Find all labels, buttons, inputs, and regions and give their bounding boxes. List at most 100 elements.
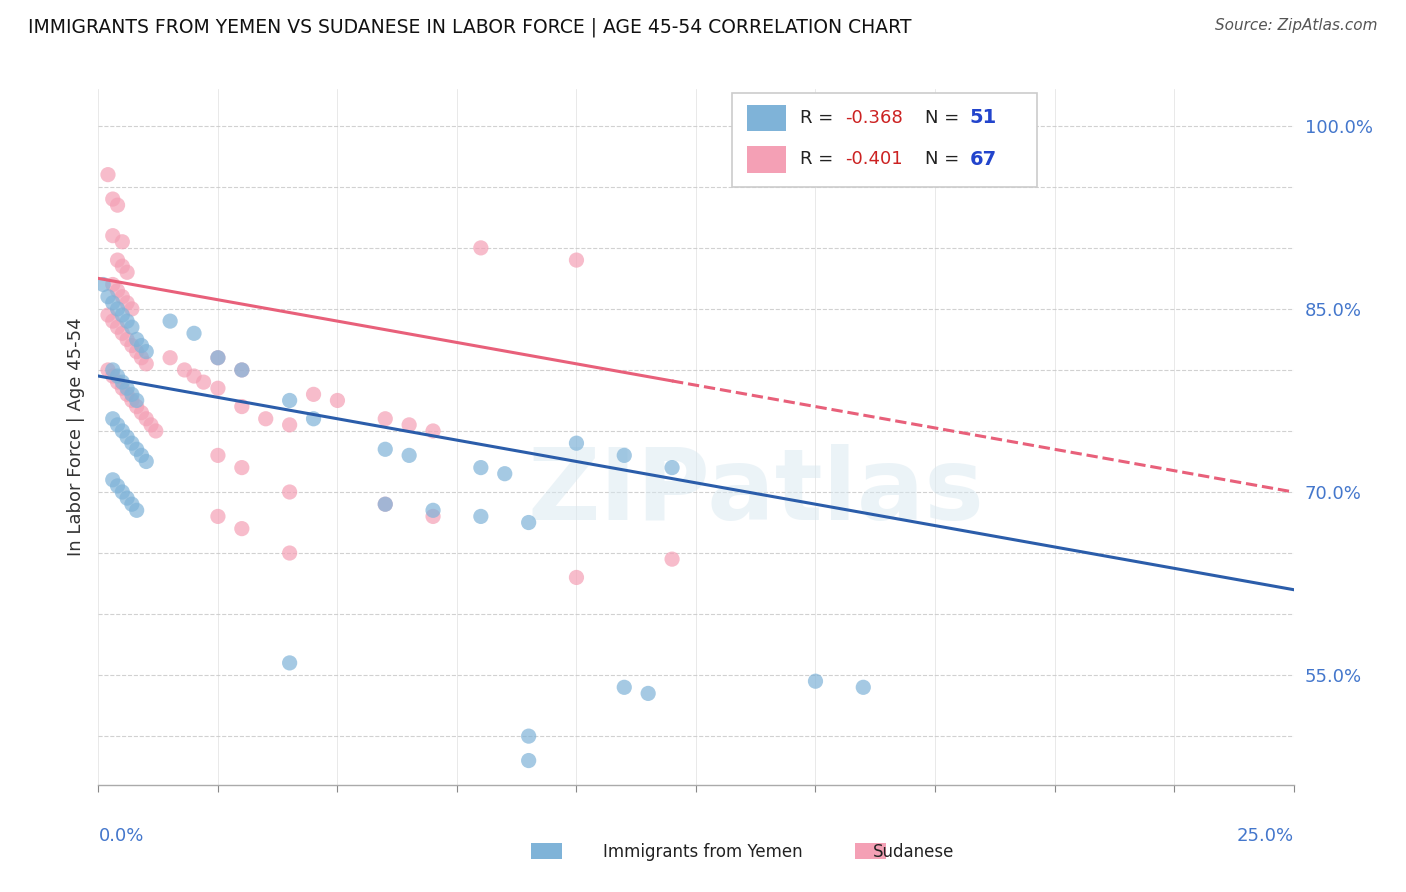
Point (278, 656, 301, 670)
Point (183, 369, 205, 384)
Point (565, 570, 588, 584)
Point (231, 363, 253, 377)
Point (107, 375, 129, 389)
Point (231, 522, 253, 536)
Text: N =: N = (925, 109, 966, 127)
Point (422, 503, 444, 517)
Point (125, 400, 148, 414)
Point (101, 192, 124, 206)
Point (115, 491, 138, 505)
Point (125, 503, 148, 517)
Point (852, 681, 875, 695)
Point (135, 357, 157, 371)
Point (115, 387, 138, 401)
Point (121, 387, 143, 401)
Point (111, 290, 134, 304)
Point (107, 198, 129, 212)
Point (111, 375, 134, 389)
Point (101, 314, 124, 328)
Text: R =: R = (800, 151, 839, 169)
Point (125, 442, 148, 457)
Point (121, 436, 143, 450)
Point (398, 417, 420, 432)
Point (470, 460, 492, 475)
Point (121, 301, 143, 316)
Text: IMMIGRANTS FROM YEMEN VS SUDANESE IN LABOR FORCE | AGE 45-54 CORRELATION CHART: IMMIGRANTS FROM YEMEN VS SUDANESE IN LAB… (28, 18, 911, 37)
Point (374, 442, 396, 457)
Point (101, 295, 124, 310)
Point (111, 485, 134, 500)
Point (278, 393, 301, 408)
Point (101, 363, 124, 377)
Text: 51: 51 (970, 108, 997, 128)
Point (183, 326, 205, 341)
Point (302, 411, 325, 425)
Point (374, 497, 396, 511)
Point (107, 284, 129, 298)
Point (111, 308, 134, 322)
Point (111, 235, 134, 249)
Point (135, 454, 157, 468)
Point (517, 754, 540, 768)
Point (107, 301, 129, 316)
Point (131, 351, 153, 365)
Point (278, 417, 301, 432)
Bar (855, 843, 886, 859)
Point (193, 375, 215, 389)
Point (231, 460, 253, 475)
Point (101, 411, 124, 425)
FancyBboxPatch shape (748, 146, 786, 173)
Point (254, 411, 277, 425)
Point (207, 509, 229, 524)
Text: Sudanese: Sudanese (873, 843, 955, 861)
Text: R =: R = (800, 109, 839, 127)
Point (139, 417, 162, 432)
Text: N =: N = (925, 151, 966, 169)
Point (97, 363, 120, 377)
Point (661, 460, 683, 475)
Point (207, 381, 229, 395)
Point (231, 363, 253, 377)
Point (121, 393, 143, 408)
Point (121, 497, 143, 511)
Point (135, 411, 157, 425)
Point (115, 295, 138, 310)
Point (111, 259, 134, 273)
Text: -0.401: -0.401 (845, 151, 903, 169)
Point (207, 449, 229, 463)
Text: 25.0%: 25.0% (1236, 827, 1294, 845)
Point (101, 228, 124, 243)
Point (101, 369, 124, 384)
Point (97, 308, 120, 322)
Point (111, 424, 134, 438)
Point (111, 326, 134, 341)
Point (517, 729, 540, 743)
Point (231, 400, 253, 414)
Point (125, 344, 148, 359)
Point (111, 381, 134, 395)
Point (115, 430, 138, 444)
Text: 0.0%: 0.0% (98, 827, 143, 845)
Point (374, 497, 396, 511)
Bar (531, 843, 562, 859)
Point (125, 333, 148, 347)
Point (613, 681, 636, 695)
Text: 67: 67 (970, 150, 997, 169)
Point (121, 320, 143, 334)
Point (494, 467, 516, 481)
Point (91, 277, 114, 292)
Point (326, 393, 349, 408)
Point (470, 509, 492, 524)
Text: Source: ZipAtlas.com: Source: ZipAtlas.com (1215, 18, 1378, 33)
Point (131, 449, 153, 463)
Point (517, 516, 540, 530)
Point (125, 393, 148, 408)
Text: ZIPatlas: ZIPatlas (527, 444, 984, 541)
Point (374, 411, 396, 425)
Point (613, 449, 636, 463)
Point (107, 369, 129, 384)
Point (115, 333, 138, 347)
Point (278, 546, 301, 560)
Point (565, 436, 588, 450)
Point (115, 314, 138, 328)
